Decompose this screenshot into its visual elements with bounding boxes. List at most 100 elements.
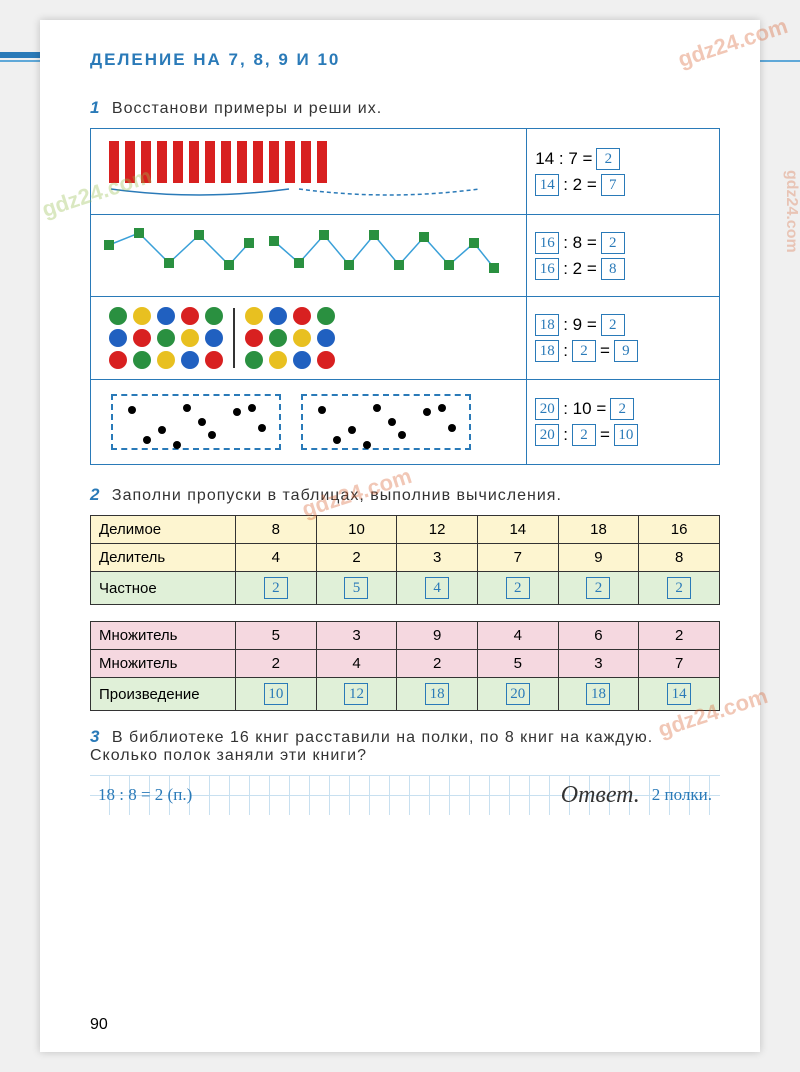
table-cell: 8 [639, 544, 720, 572]
table-cell: 5 [236, 622, 317, 650]
black-dot [333, 436, 341, 444]
table-cell: 2 [236, 572, 317, 605]
answer-box: 2 [667, 577, 691, 599]
eq-text: : 8 = [563, 233, 597, 253]
task1-row-sticks: 14 : 7 = 2 14 : 2 = 7 [91, 129, 720, 215]
black-dot [248, 404, 256, 412]
eq-text: : 2 = [563, 175, 597, 195]
task3-calculation: 18 : 8 = 2 (п.) [98, 785, 561, 805]
eq-sticks: 14 : 7 = 2 14 : 2 = 7 [527, 129, 720, 215]
table-cell: 4 [236, 544, 317, 572]
color-dot [181, 307, 199, 325]
table-cell: 7 [639, 650, 720, 678]
answer-box: 18 [535, 340, 559, 362]
color-dot [109, 351, 127, 369]
page-number: 90 [90, 1016, 108, 1034]
black-dot [363, 441, 371, 449]
stick [157, 141, 167, 183]
answer-box: 18 [425, 683, 449, 705]
black-dot [143, 436, 151, 444]
eq-text: = [600, 341, 610, 361]
answer-box: 10 [614, 424, 638, 446]
stick [317, 141, 327, 183]
black-dot [348, 426, 356, 434]
eq-text: = [600, 425, 610, 445]
color-dot [269, 307, 287, 325]
eq-colordots: 18 : 9 = 2 18 : 2 = 9 [527, 297, 720, 380]
page-title: ДЕЛЕНИЕ НА 7, 8, 9 И 10 [90, 50, 720, 70]
task3-number: 3 [90, 727, 99, 746]
color-dot [133, 351, 151, 369]
answer-box: 2 [264, 577, 288, 599]
stick [189, 141, 199, 183]
table-cell: 6 [558, 622, 639, 650]
answer-box: 2 [572, 424, 596, 446]
table-cell: 5 [477, 650, 558, 678]
table-row: Множитель242537 [91, 650, 720, 678]
black-dot [158, 426, 166, 434]
table-cell: 4 [397, 572, 478, 605]
table-cell: 4 [316, 650, 397, 678]
black-dot [318, 406, 326, 414]
table-cell: 14 [477, 516, 558, 544]
table-cell: 10 [236, 678, 317, 711]
color-dot [245, 329, 263, 347]
color-dot [205, 307, 223, 325]
answer-box: 2 [586, 577, 610, 599]
table-cell: 2 [236, 650, 317, 678]
table-cell: 12 [316, 678, 397, 711]
table-cell: 9 [397, 622, 478, 650]
color-dot [269, 329, 287, 347]
black-dot [173, 441, 181, 449]
table-cell: 2 [639, 572, 720, 605]
page-container: ДЕЛЕНИЕ НА 7, 8, 9 И 10 1 Восстанови при… [40, 20, 760, 1052]
viz-squares [91, 215, 527, 297]
black-dot [438, 404, 446, 412]
dash-box-1 [111, 394, 281, 450]
dash-box-2 [301, 394, 471, 450]
color-dot [317, 329, 335, 347]
stick [173, 141, 183, 183]
task2-table2: Множитель539462Множитель242537Произведен… [90, 621, 720, 711]
stick [301, 141, 311, 183]
eq-text: 14 : 7 = [535, 149, 592, 169]
task2-header: 2 Заполни пропуски в таблицах, выполнив … [90, 485, 720, 505]
black-dot [373, 404, 381, 412]
answer-box: 2 [601, 232, 625, 254]
task1-row-squares: 16 : 8 = 2 16 : 2 = 8 [91, 215, 720, 297]
answer-box: 2 [596, 148, 620, 170]
row-label: Произведение [91, 678, 236, 711]
table-cell: 10 [316, 516, 397, 544]
answer-box: 20 [535, 398, 559, 420]
color-dot [205, 351, 223, 369]
table-cell: 9 [558, 544, 639, 572]
table-cell: 3 [316, 622, 397, 650]
answer-box: 20 [506, 683, 530, 705]
answer-box: 2 [601, 314, 625, 336]
table-cell: 7 [477, 544, 558, 572]
color-dot [245, 307, 263, 325]
answer-box: 10 [264, 683, 288, 705]
eq-text: : 2 = [563, 259, 597, 279]
row-label: Делимое [91, 516, 236, 544]
sticks-arcs [99, 187, 499, 201]
black-dot [208, 431, 216, 439]
table-cell: 18 [397, 678, 478, 711]
task3-text: В библиотеке 16 книг расставили на полки… [90, 729, 653, 764]
table-cell: 20 [477, 678, 558, 711]
color-dot [317, 351, 335, 369]
color-dot [181, 351, 199, 369]
divider-line [233, 308, 235, 368]
table-row: Делитель423798 [91, 544, 720, 572]
otvet-label: Ответ. [561, 782, 640, 809]
color-dot [293, 329, 311, 347]
answer-box: 2 [610, 398, 634, 420]
color-dot [157, 307, 175, 325]
row-label: Множитель [91, 650, 236, 678]
table-cell: 18 [558, 678, 639, 711]
answer-box: 8 [601, 258, 625, 280]
task1-row-colordots: 18 : 9 = 2 18 : 2 = 9 [91, 297, 720, 380]
task2-text: Заполни пропуски в таблицах, выполнив вы… [112, 487, 562, 504]
viz-sticks [91, 129, 527, 215]
eq-text: : 10 = [563, 399, 606, 419]
